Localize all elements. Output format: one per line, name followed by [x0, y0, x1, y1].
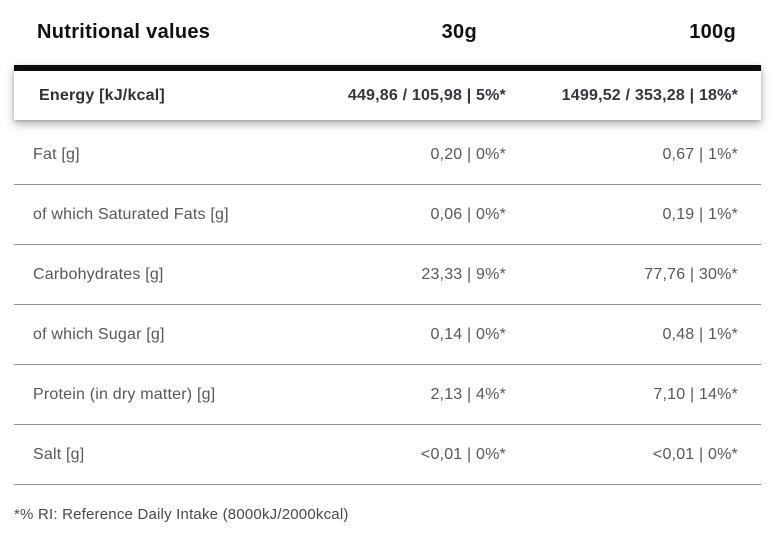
row-value-100g: 0,67 | 1%* — [662, 145, 738, 163]
energy-value-100g: 1499,52 / 353,28 | 18%* — [561, 86, 738, 104]
table-header-row: Nutritional values 30g 100g — [14, 16, 761, 48]
nutrient-row-salt: Salt [g] <0,01 | 0%* <0,01 | 0%* — [14, 425, 761, 485]
row-label: of which Saturated Fats [g] — [33, 205, 229, 223]
row-value-30g: 0,20 | 0%* — [430, 145, 506, 163]
energy-value-30g: 449,86 / 105,98 | 5%* — [347, 86, 506, 104]
row-label: Protein (in dry matter) [g] — [33, 385, 216, 403]
row-value-30g: 0,06 | 0%* — [430, 205, 506, 223]
column-header-100g: 100g — [689, 20, 736, 43]
row-value-100g: 0,19 | 1%* — [662, 205, 738, 223]
row-value-100g: <0,01 | 0%* — [652, 445, 738, 463]
row-value-30g: 23,33 | 9%* — [421, 265, 506, 283]
row-value-100g: 0,48 | 1%* — [662, 325, 738, 343]
row-label: Fat [g] — [33, 145, 80, 163]
column-header-30g: 30g — [441, 20, 477, 43]
row-value-100g: 7,10 | 14%* — [653, 385, 738, 403]
nutrition-table: Nutritional values 30g 100g Energy [kJ/k… — [14, 0, 761, 523]
row-value-30g: 2,13 | 4%* — [430, 385, 506, 403]
nutrient-row-carbohydrates: Carbohydrates [g] 23,33 | 9%* 77,76 | 30… — [14, 245, 761, 305]
row-label: of which Sugar [g] — [33, 325, 165, 343]
row-value-100g: 77,76 | 30%* — [644, 265, 738, 283]
row-label: Salt [g] — [33, 445, 85, 463]
table-title: Nutritional values — [37, 20, 211, 43]
nutrient-row-protein: Protein (in dry matter) [g] 2,13 | 4%* 7… — [14, 365, 761, 425]
energy-row-label: Energy [kJ/kcal] — [39, 86, 165, 104]
nutrient-row-saturated-fats: of which Saturated Fats [g] 0,06 | 0%* 0… — [14, 185, 761, 245]
nutrient-row-sugar: of which Sugar [g] 0,14 | 0%* 0,48 | 1%* — [14, 305, 761, 365]
row-value-30g: <0,01 | 0%* — [420, 445, 506, 463]
reference-intake-footnote: *% RI: Reference Daily Intake (8000kJ/20… — [14, 506, 349, 523]
row-label: Carbohydrates [g] — [33, 265, 164, 283]
row-value-30g: 0,14 | 0%* — [430, 325, 506, 343]
energy-highlight-row: Energy [kJ/kcal] 449,86 / 105,98 | 5%* 1… — [14, 65, 761, 120]
nutrient-row-fat: Fat [g] 0,20 | 0%* 0,67 | 1%* — [14, 125, 761, 185]
